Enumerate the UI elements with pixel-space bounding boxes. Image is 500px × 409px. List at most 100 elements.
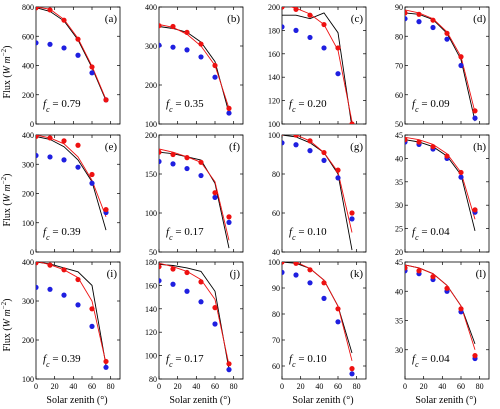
y-tick-label: 70 [395,62,403,71]
blue-data-point [307,34,313,41]
y-tick-label: 0 [30,248,34,257]
red-data-point [335,167,341,173]
blue-data-point [335,175,341,181]
y-tick-label: 140 [268,73,280,82]
y-tick-label: 45 [395,131,403,140]
cloud-fraction-label: fc = 0.35 [166,98,204,114]
x-tick-label: 60 [211,382,219,391]
red-data-point [458,306,464,312]
red-data-point [416,11,422,17]
red-data-point [170,23,176,30]
red-data-point [103,97,109,103]
red-data-point [75,142,81,148]
y-tick-label: 300 [22,297,34,306]
blue-data-point [75,302,81,308]
y-tick-label: 300 [145,42,157,51]
blue-data-point [198,299,204,305]
panel-label: (f) [229,141,240,153]
blue-data-point [89,70,95,76]
red-data-point [307,12,313,18]
y-tick-label: 100 [268,120,280,129]
red-data-point [405,265,408,271]
red-data-point [170,151,176,158]
cloud-fraction-label: fc = 0.17 [166,226,204,242]
cloud-fraction-label: fc = 0.09 [412,98,450,114]
y-tick-label: 45 [395,258,403,267]
panel-label: (b) [227,13,240,25]
x-tick-label: 0 [157,382,161,391]
blue-data-point [349,216,355,222]
x-axis-label: Solar zenith (°) [46,395,107,406]
blue-data-point [321,295,327,301]
cloud-fraction-label: fc = 0.17 [166,353,204,369]
plot-area [405,136,478,232]
red-data-point [61,138,67,144]
red-data-point [198,159,204,165]
y-tick-label: 200 [145,81,157,90]
y-tick-label: 0 [30,120,34,129]
chart-panel: 100 120 140 160 180 200 (c) fc = 0.20 [268,3,367,129]
panel-label: (c) [351,13,364,25]
plot-area [282,135,355,251]
y-tick-label: 90 [272,284,280,293]
red-data-point [61,17,67,23]
panel-label: (a) [105,13,118,25]
y-tick-label: 100 [145,120,157,129]
cloud-fraction-label: fc = 0.79 [43,98,81,114]
red-data-point [159,23,162,29]
black-series-line [36,262,107,366]
red-data-point [36,135,39,140]
red-data-point [89,171,95,178]
red-data-point [321,21,327,28]
blue-data-point [212,321,218,327]
panel-label: (g) [350,141,363,153]
red-data-point [430,144,436,150]
panel-label: (l) [476,268,487,280]
red-data-point [349,210,355,216]
y-tick-label: 80 [149,375,157,384]
y-tick-label: 80 [272,170,280,179]
y-tick-label: 60 [395,91,403,100]
chart-panel: 80 100 120 140 160 180 0 20 40 60 80 (j) fc = 0.17 [145,258,244,391]
x-tick-label: 40 [315,382,323,391]
blue-data-point [226,219,232,225]
blue-data-point [89,180,95,186]
y-tick-label: 400 [22,62,34,71]
y-tick-label: 800 [22,3,34,12]
y-tick-label: 70 [272,336,280,345]
red-data-point [36,7,39,11]
red-data-point [444,153,450,159]
y-tick-label: 300 [22,160,34,169]
x-tick-label: 80 [476,382,484,391]
blue-data-point [212,194,218,200]
chart-panel: 100 200 300 400 0 20 40 60 80 (i) fc = 0.39 [22,258,121,391]
blue-data-point [458,174,464,180]
blue-data-point [198,172,204,179]
y-tick-label: 50 [149,248,157,257]
y-axis-label: Flux (W m−2) [0,173,13,226]
red-data-point [458,169,464,176]
y-tick-label: 180 [268,26,280,35]
red-data-point [307,267,313,273]
blue-data-point [282,24,285,30]
plot-area [159,23,232,116]
blue-data-point [170,161,176,167]
blue-data-point [293,27,299,33]
blue-data-point [184,47,190,53]
red-data-point [184,269,190,276]
y-tick-label: 90 [395,3,403,12]
y-tick-label: 20 [395,248,403,257]
plot-area [36,7,109,103]
red-data-point [444,285,450,291]
blue-data-point [75,52,81,58]
black-series-line [159,263,230,370]
red-data-point [349,121,355,124]
y-tick-label: 60 [272,362,280,371]
red-data-point [321,280,327,286]
x-tick-label: 0 [34,382,38,391]
x-tick-label: 0 [403,382,407,391]
y-tick-label: 120 [268,97,280,106]
x-tick-label: 60 [334,382,342,391]
chart-panel: 30 35 40 45 0 20 40 60 80 (l) fc = 0.04 [395,258,490,391]
